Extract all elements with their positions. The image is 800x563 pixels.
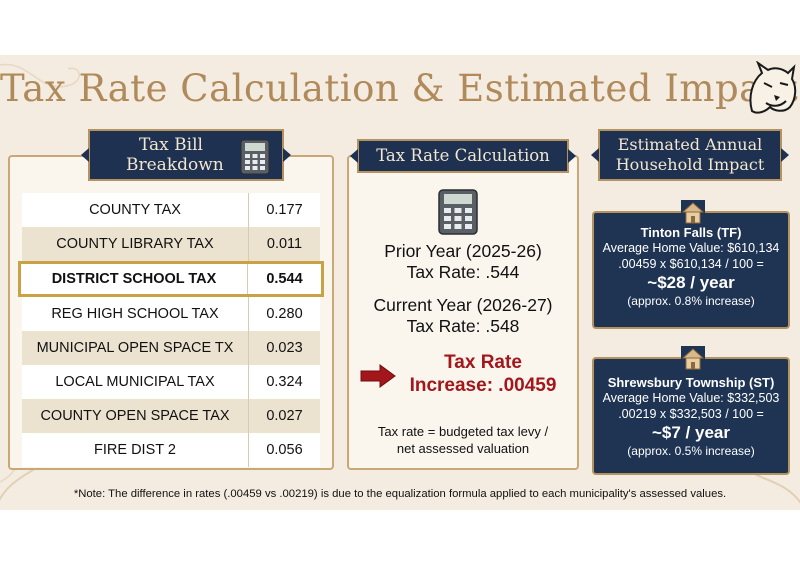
- impact-box-shrewsbury-township: Shrewsbury Township (ST) Average Home Va…: [592, 346, 790, 475]
- percent-increase: (approx. 0.8% increase): [627, 294, 755, 308]
- header-text: Tax Rate Calculation: [376, 146, 550, 165]
- header-line-2: Household Impact: [615, 155, 765, 174]
- average-home-value: Average Home Value: $332,503: [602, 391, 780, 405]
- formula-line-2: net assessed valuation: [396, 441, 530, 456]
- municipality-name: Tinton Falls (TF): [640, 225, 742, 240]
- row-value: 0.027: [266, 408, 303, 424]
- table-row-reg-high-school-tax: REG HIGH SCHOOL TAX 0.280: [22, 297, 320, 331]
- house-icon: [681, 346, 705, 372]
- prior-year-rate: Tax Rate: .544: [406, 262, 520, 282]
- calculator-icon: [240, 139, 270, 175]
- row-value: 0.011: [266, 236, 303, 252]
- formula-line-1: Tax rate = budgeted tax levy /: [377, 424, 549, 439]
- page-title: Tax Rate Calculation & Estimated Impact: [0, 67, 799, 110]
- row-value: 0.056: [266, 442, 303, 458]
- increase-line-2: Increase: .00459: [409, 375, 557, 396]
- red-arrow-icon: [360, 364, 396, 388]
- row-value: 0.544: [266, 271, 303, 287]
- table-row-fire-dist-2: FIRE DIST 2 0.056: [22, 433, 320, 467]
- impact-formula: .00219 x $332,503 / 100 =: [618, 407, 764, 421]
- table-row-local-municipal-tax: LOCAL MUNICIPAL TAX 0.324: [22, 365, 320, 399]
- tax-rate-increase: Tax Rate Increase: .00459: [392, 351, 574, 397]
- infographic-poster: Tax Rate Calculation & Estimated Impact …: [0, 55, 800, 510]
- row-label: FIRE DIST 2: [22, 433, 249, 467]
- row-label: MUNICIPAL OPEN SPACE TX: [22, 331, 249, 365]
- row-label: REG HIGH SCHOOL TAX: [22, 297, 249, 331]
- panther-mascot-icon: [749, 61, 797, 114]
- prior-year-label: Prior Year (2025-26): [384, 241, 542, 261]
- row-value: 0.177: [266, 202, 303, 218]
- footnote: *Note: The difference in rates (.00459 v…: [73, 488, 727, 500]
- house-icon: [681, 200, 705, 226]
- table-row-county-library-tax: COUNTY LIBRARY TAX 0.011: [22, 227, 320, 261]
- current-year-rate: Tax Rate: .548: [406, 316, 520, 336]
- row-label: LOCAL MUNICIPAL TAX: [22, 365, 249, 399]
- formula-note: Tax rate = budgeted tax levy / net asses…: [350, 423, 576, 457]
- average-home-value: Average Home Value: $610,134: [602, 241, 780, 255]
- table-row-district-school-tax-highlighted: DISTRICT SCHOOL TAX 0.544: [18, 261, 324, 297]
- header-line-1: Estimated Annual: [617, 135, 763, 154]
- tax-bill-breakdown-header: Tax Bill Breakdown: [81, 129, 291, 181]
- table-row-county-tax: COUNTY TAX 0.177: [22, 193, 320, 227]
- percent-increase: (approx. 0.5% increase): [627, 444, 755, 458]
- row-label: DISTRICT SCHOOL TAX: [21, 264, 248, 294]
- table-row-municipal-open-space: MUNICIPAL OPEN SPACE TX 0.023: [22, 331, 320, 365]
- row-value: 0.280: [266, 306, 303, 322]
- row-label: COUNTY LIBRARY TAX: [22, 227, 249, 261]
- impact-box-tinton-falls: Tinton Falls (TF) Average Home Value: $6…: [592, 200, 790, 329]
- annual-impact-result: ~$28 / year: [647, 273, 735, 292]
- table-row-county-open-space-tax: COUNTY OPEN SPACE TAX 0.027: [22, 399, 320, 433]
- row-label: COUNTY TAX: [22, 193, 249, 227]
- calculator-icon: [438, 189, 478, 235]
- prior-year-block: Prior Year (2025-26) Tax Rate: .544: [350, 241, 576, 283]
- row-label: COUNTY OPEN SPACE TAX: [22, 399, 249, 433]
- header-line-2: Breakdown: [126, 155, 224, 175]
- increase-line-1: Tax Rate: [444, 352, 522, 373]
- row-value: 0.023: [266, 340, 303, 356]
- impact-formula: .00459 x $610,134 / 100 =: [618, 257, 764, 271]
- header-line-1: Tax Bill: [139, 135, 203, 155]
- tax-rate-calculation-header: Tax Rate Calculation: [350, 139, 576, 173]
- municipality-name: Shrewsbury Township (ST): [607, 375, 775, 390]
- current-year-label: Current Year (2026-27): [373, 295, 553, 315]
- annual-impact-result: ~$7 / year: [652, 423, 730, 442]
- household-impact-header: Estimated Annual Household Impact: [591, 129, 789, 181]
- current-year-block: Current Year (2026-27) Tax Rate: .548: [350, 295, 576, 337]
- row-value: 0.324: [266, 374, 303, 390]
